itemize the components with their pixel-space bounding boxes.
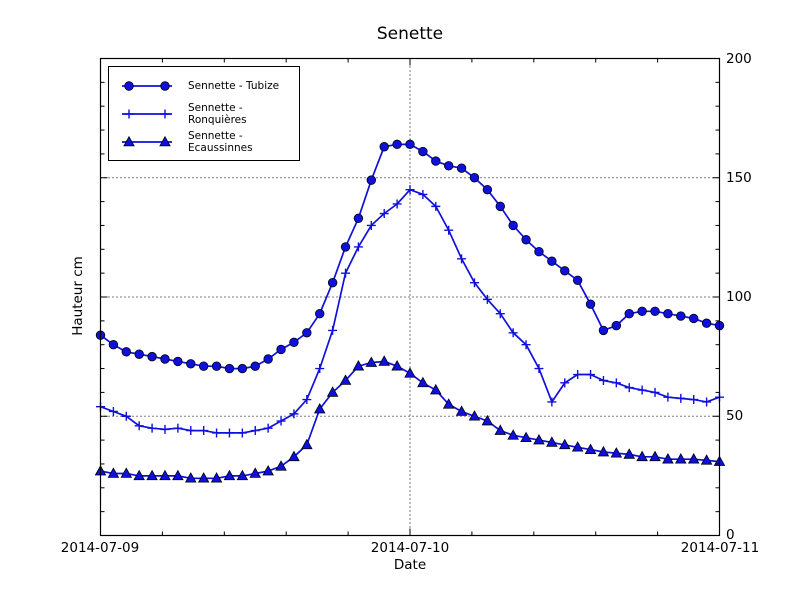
legend: Sennette - Tubize Sennette - Ronquières … [108, 66, 300, 161]
y-tick-label-150: 150 [726, 170, 752, 186]
legend-plus-marker-icon [119, 105, 175, 123]
x-axis-label: Date [393, 557, 427, 573]
x-tick-label-2014-07-10: 2014-07-10 [370, 540, 450, 556]
y-tick-label-0: 0 [726, 527, 735, 543]
legend-entry-tubize: Sennette - Tubize [109, 72, 299, 100]
y-axis-label: Hauteur cm [70, 256, 86, 336]
legend-label-ecaussinnes: Sennette - Ecaussinnes [188, 130, 253, 154]
x-tick-label-2014-07-11: 2014-07-11 [680, 540, 760, 556]
legend-circle-marker-icon [119, 77, 175, 95]
chart-title: Senette [376, 24, 444, 44]
y-tick-label-100: 100 [726, 289, 752, 305]
x-tick-label-2014-07-09: 2014-07-09 [60, 540, 140, 556]
y-tick-label-200: 200 [726, 51, 752, 67]
legend-label-tubize: Sennette - Tubize [188, 80, 280, 92]
legend-label-ronquieres: Sennette - Ronquières [188, 102, 247, 126]
legend-entry-ronquieres: Sennette - Ronquières [109, 100, 299, 128]
y-tick-label-50: 50 [726, 408, 744, 424]
legend-triangle-marker-icon [119, 133, 175, 151]
legend-entry-ecaussinnes: Sennette - Ecaussinnes [109, 128, 299, 156]
